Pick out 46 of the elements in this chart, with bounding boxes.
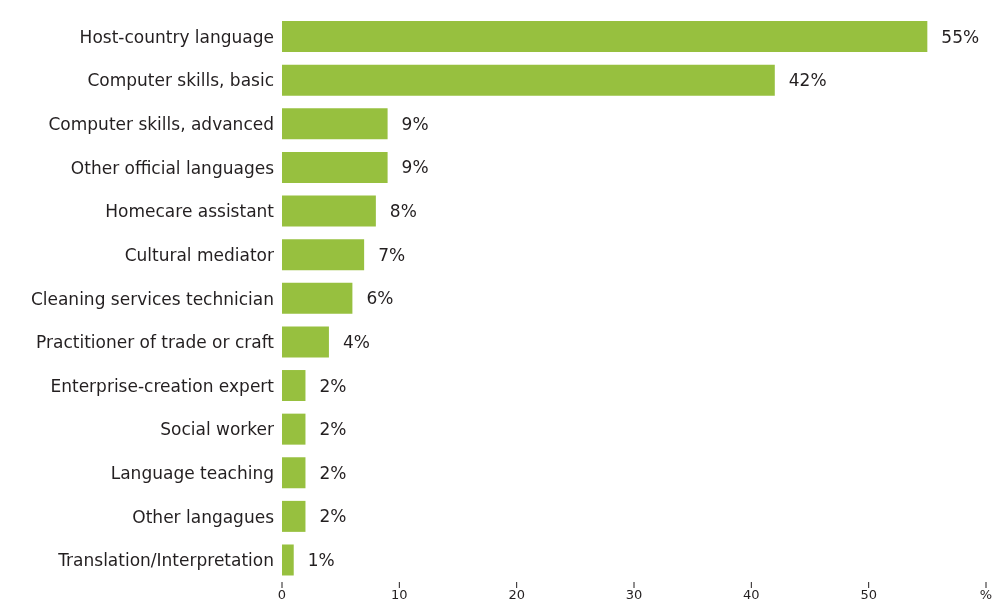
y-tick-label: Social worker <box>160 419 274 440</box>
y-tick-label: Homecare assistant <box>105 201 275 222</box>
bar <box>282 413 306 445</box>
y-tick-label: Practitioner of trade or craft <box>36 332 275 353</box>
y-tick-label: Host-country language <box>79 26 274 47</box>
data-label: 4% <box>342 331 370 352</box>
data-label: 9% <box>401 113 429 134</box>
bar <box>282 457 306 489</box>
bar <box>282 195 376 227</box>
y-tick-label: Other langagues <box>132 506 275 527</box>
bar <box>282 500 306 532</box>
bar <box>282 282 353 314</box>
data-label: 1% <box>307 550 335 571</box>
data-label: 2% <box>319 419 347 440</box>
y-tick-label: Translation/Interpretation <box>57 550 274 571</box>
x-tick-label: 0 <box>277 587 287 603</box>
x-tick-label: 40 <box>743 587 760 603</box>
x-tick-label: 20 <box>508 587 525 603</box>
y-tick-label: Language teaching <box>110 463 274 483</box>
data-label: 6% <box>366 288 394 309</box>
data-label: 2% <box>319 506 347 527</box>
bar <box>282 151 388 183</box>
x-tick-label: 30 <box>625 587 643 603</box>
bar <box>282 64 775 96</box>
bar <box>282 239 365 271</box>
y-tick-label: Cleaning services technician <box>30 288 274 309</box>
y-tick-label: Computer skills, basic <box>87 70 274 91</box>
y-tick-label: Computer skills, advanced <box>48 114 274 135</box>
bar <box>282 370 306 402</box>
bar <box>282 544 294 576</box>
data-label: 42% <box>788 70 827 91</box>
data-label: 9% <box>401 157 429 178</box>
x-tick-label: 10 <box>391 587 408 603</box>
data-label: 2% <box>319 375 347 396</box>
y-tick-label: Other official languages <box>70 157 275 178</box>
y-tick-label: Cultural mediator <box>124 244 274 265</box>
y-tick-label: Enterprise-creation expert <box>50 375 275 396</box>
data-label: 7% <box>378 244 406 265</box>
data-label: 2% <box>319 462 347 483</box>
bar <box>282 326 329 358</box>
data-label: 55% <box>941 26 980 47</box>
bar <box>282 21 928 53</box>
bar <box>282 108 388 140</box>
data-label: 8% <box>389 201 417 222</box>
x-tick-label: % <box>979 587 993 603</box>
x-tick-label: 50 <box>860 587 877 603</box>
